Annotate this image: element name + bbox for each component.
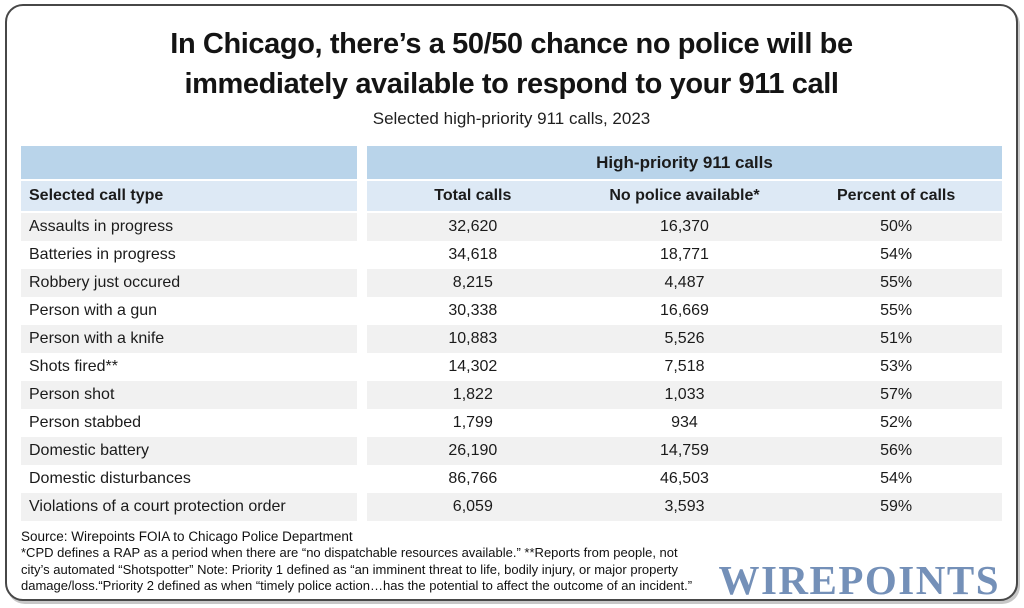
- percent-cell: 54%: [880, 470, 913, 487]
- table-row: Batteries in progress 34,618 18,771 54%: [21, 241, 1002, 269]
- percent-cell: 50%: [880, 218, 913, 235]
- footnote-line-1: *CPD defines a RAP as a period when ther…: [21, 545, 678, 560]
- table-row: Person shot 1,822 1,033 57%: [21, 381, 1002, 409]
- total-calls-cell: 1,799: [452, 414, 493, 431]
- no-police-cell: 1,033: [664, 386, 705, 403]
- col-header-call-type: Selected call type: [21, 181, 357, 211]
- no-police-cell: 4,487: [664, 274, 705, 291]
- table-row: Person stabbed 1,799 934 52%: [21, 409, 1002, 437]
- total-calls-cell: 14,302: [448, 358, 498, 375]
- wirepoints-logo: WIREPOINTS: [718, 557, 1000, 601]
- column-gap: [357, 353, 367, 381]
- data-table: High-priority 911 calls Selected call ty…: [21, 146, 1002, 521]
- title-line-1: In Chicago, there’s a 50/50 chance no po…: [170, 28, 853, 60]
- call-type-cell: Violations of a court protection order: [21, 493, 357, 521]
- no-police-cell: 16,370: [660, 218, 709, 235]
- column-gap: [357, 213, 367, 241]
- column-gap: [357, 146, 367, 179]
- table-row: Shots fired** 14,302 7,518 53%: [21, 353, 1002, 381]
- percent-cell: 51%: [880, 330, 913, 347]
- call-type-cell: Domestic battery: [21, 437, 357, 465]
- table-row: Person with a gun 30,338 16,669 55%: [21, 297, 1002, 325]
- group-header-band: High-priority 911 calls: [21, 146, 1002, 179]
- call-type-cell: Person with a gun: [21, 297, 357, 325]
- call-type-cell: Person with a knife: [21, 325, 357, 353]
- footnote-line-3: damage/loss.“Priority 2 defined as when …: [21, 578, 693, 593]
- col-header-no-police: No police available*: [609, 187, 760, 204]
- no-police-cell: 5,526: [664, 330, 705, 347]
- col-header-percent: Percent of calls: [837, 187, 956, 204]
- total-calls-cell: 32,620: [448, 218, 498, 235]
- percent-cell: 53%: [880, 358, 913, 375]
- title-line-2: immediately available to respond to your…: [184, 68, 839, 100]
- no-police-cell: 46,503: [660, 470, 709, 487]
- percent-cell: 59%: [880, 498, 913, 515]
- column-gap: [357, 241, 367, 269]
- total-calls-cell: 30,338: [448, 302, 498, 319]
- footnote-line-2: city’s automated “Shotspotter” Note: Pri…: [21, 561, 679, 577]
- table-row: Person with a knife 10,883 5,526 51%: [21, 325, 1002, 353]
- no-police-cell: 16,669: [660, 302, 709, 319]
- percent-cell: 52%: [880, 414, 913, 431]
- footer: Source: Wirepoints FOIA to Chicago Polic…: [21, 528, 1002, 601]
- percent-cell: 55%: [880, 302, 913, 319]
- column-gap: [357, 297, 367, 325]
- call-type-cell: Person stabbed: [21, 409, 357, 437]
- group-header-spacer: [21, 146, 357, 179]
- total-calls-cell: 8,215: [452, 274, 493, 291]
- page-title: In Chicago, there’s a 50/50 chance no po…: [7, 24, 1016, 104]
- table-row: Domestic disturbances 86,766 46,503 54%: [21, 465, 1002, 493]
- total-calls-cell: 6,059: [452, 498, 493, 515]
- column-gap: [357, 181, 367, 211]
- call-type-cell: Robbery just occured: [21, 269, 357, 297]
- column-gap: [357, 465, 367, 493]
- no-police-cell: 3,593: [664, 498, 705, 515]
- total-calls-cell: 86,766: [448, 470, 498, 487]
- group-header-cell: High-priority 911 calls: [367, 146, 1002, 179]
- total-calls-cell: 34,618: [448, 246, 498, 263]
- table-row: Violations of a court protection order 6…: [21, 493, 1002, 521]
- no-police-cell: 18,771: [660, 246, 709, 263]
- no-police-cell: 14,759: [660, 442, 709, 459]
- total-calls-cell: 26,190: [448, 442, 498, 459]
- percent-cell: 54%: [880, 246, 913, 263]
- total-calls-cell: 10,883: [448, 330, 498, 347]
- call-type-cell: Person shot: [21, 381, 357, 409]
- column-gap: [357, 437, 367, 465]
- no-police-cell: 934: [671, 414, 698, 431]
- table-row: Domestic battery 26,190 14,759 56%: [21, 437, 1002, 465]
- percent-cell: 57%: [880, 386, 913, 403]
- call-type-cell: Assaults in progress: [21, 213, 357, 241]
- no-police-cell: 7,518: [664, 358, 705, 375]
- column-gap: [357, 381, 367, 409]
- infographic-card: In Chicago, there’s a 50/50 chance no po…: [5, 4, 1018, 601]
- column-header-band: Selected call type Total calls No police…: [21, 181, 1002, 211]
- total-calls-cell: 1,822: [452, 386, 493, 403]
- page-subtitle: Selected high-priority 911 calls, 2023: [372, 109, 651, 128]
- table-row: Assaults in progress 32,620 16,370 50%: [21, 213, 1002, 241]
- col-header-total-calls: Total calls: [434, 187, 512, 204]
- percent-cell: 56%: [880, 442, 913, 459]
- column-gap: [357, 269, 367, 297]
- column-gap: [357, 493, 367, 521]
- percent-cell: 55%: [880, 274, 913, 291]
- table-body: Assaults in progress 32,620 16,370 50% B…: [21, 213, 1002, 521]
- column-gap: [357, 409, 367, 437]
- source-note: Source: Wirepoints FOIA to Chicago Polic…: [21, 529, 353, 544]
- call-type-cell: Shots fired**: [21, 353, 357, 381]
- table-row: Robbery just occured 8,215 4,487 55%: [21, 269, 1002, 297]
- call-type-cell: Domestic disturbances: [21, 465, 357, 493]
- column-gap: [357, 325, 367, 353]
- call-type-cell: Batteries in progress: [21, 241, 357, 269]
